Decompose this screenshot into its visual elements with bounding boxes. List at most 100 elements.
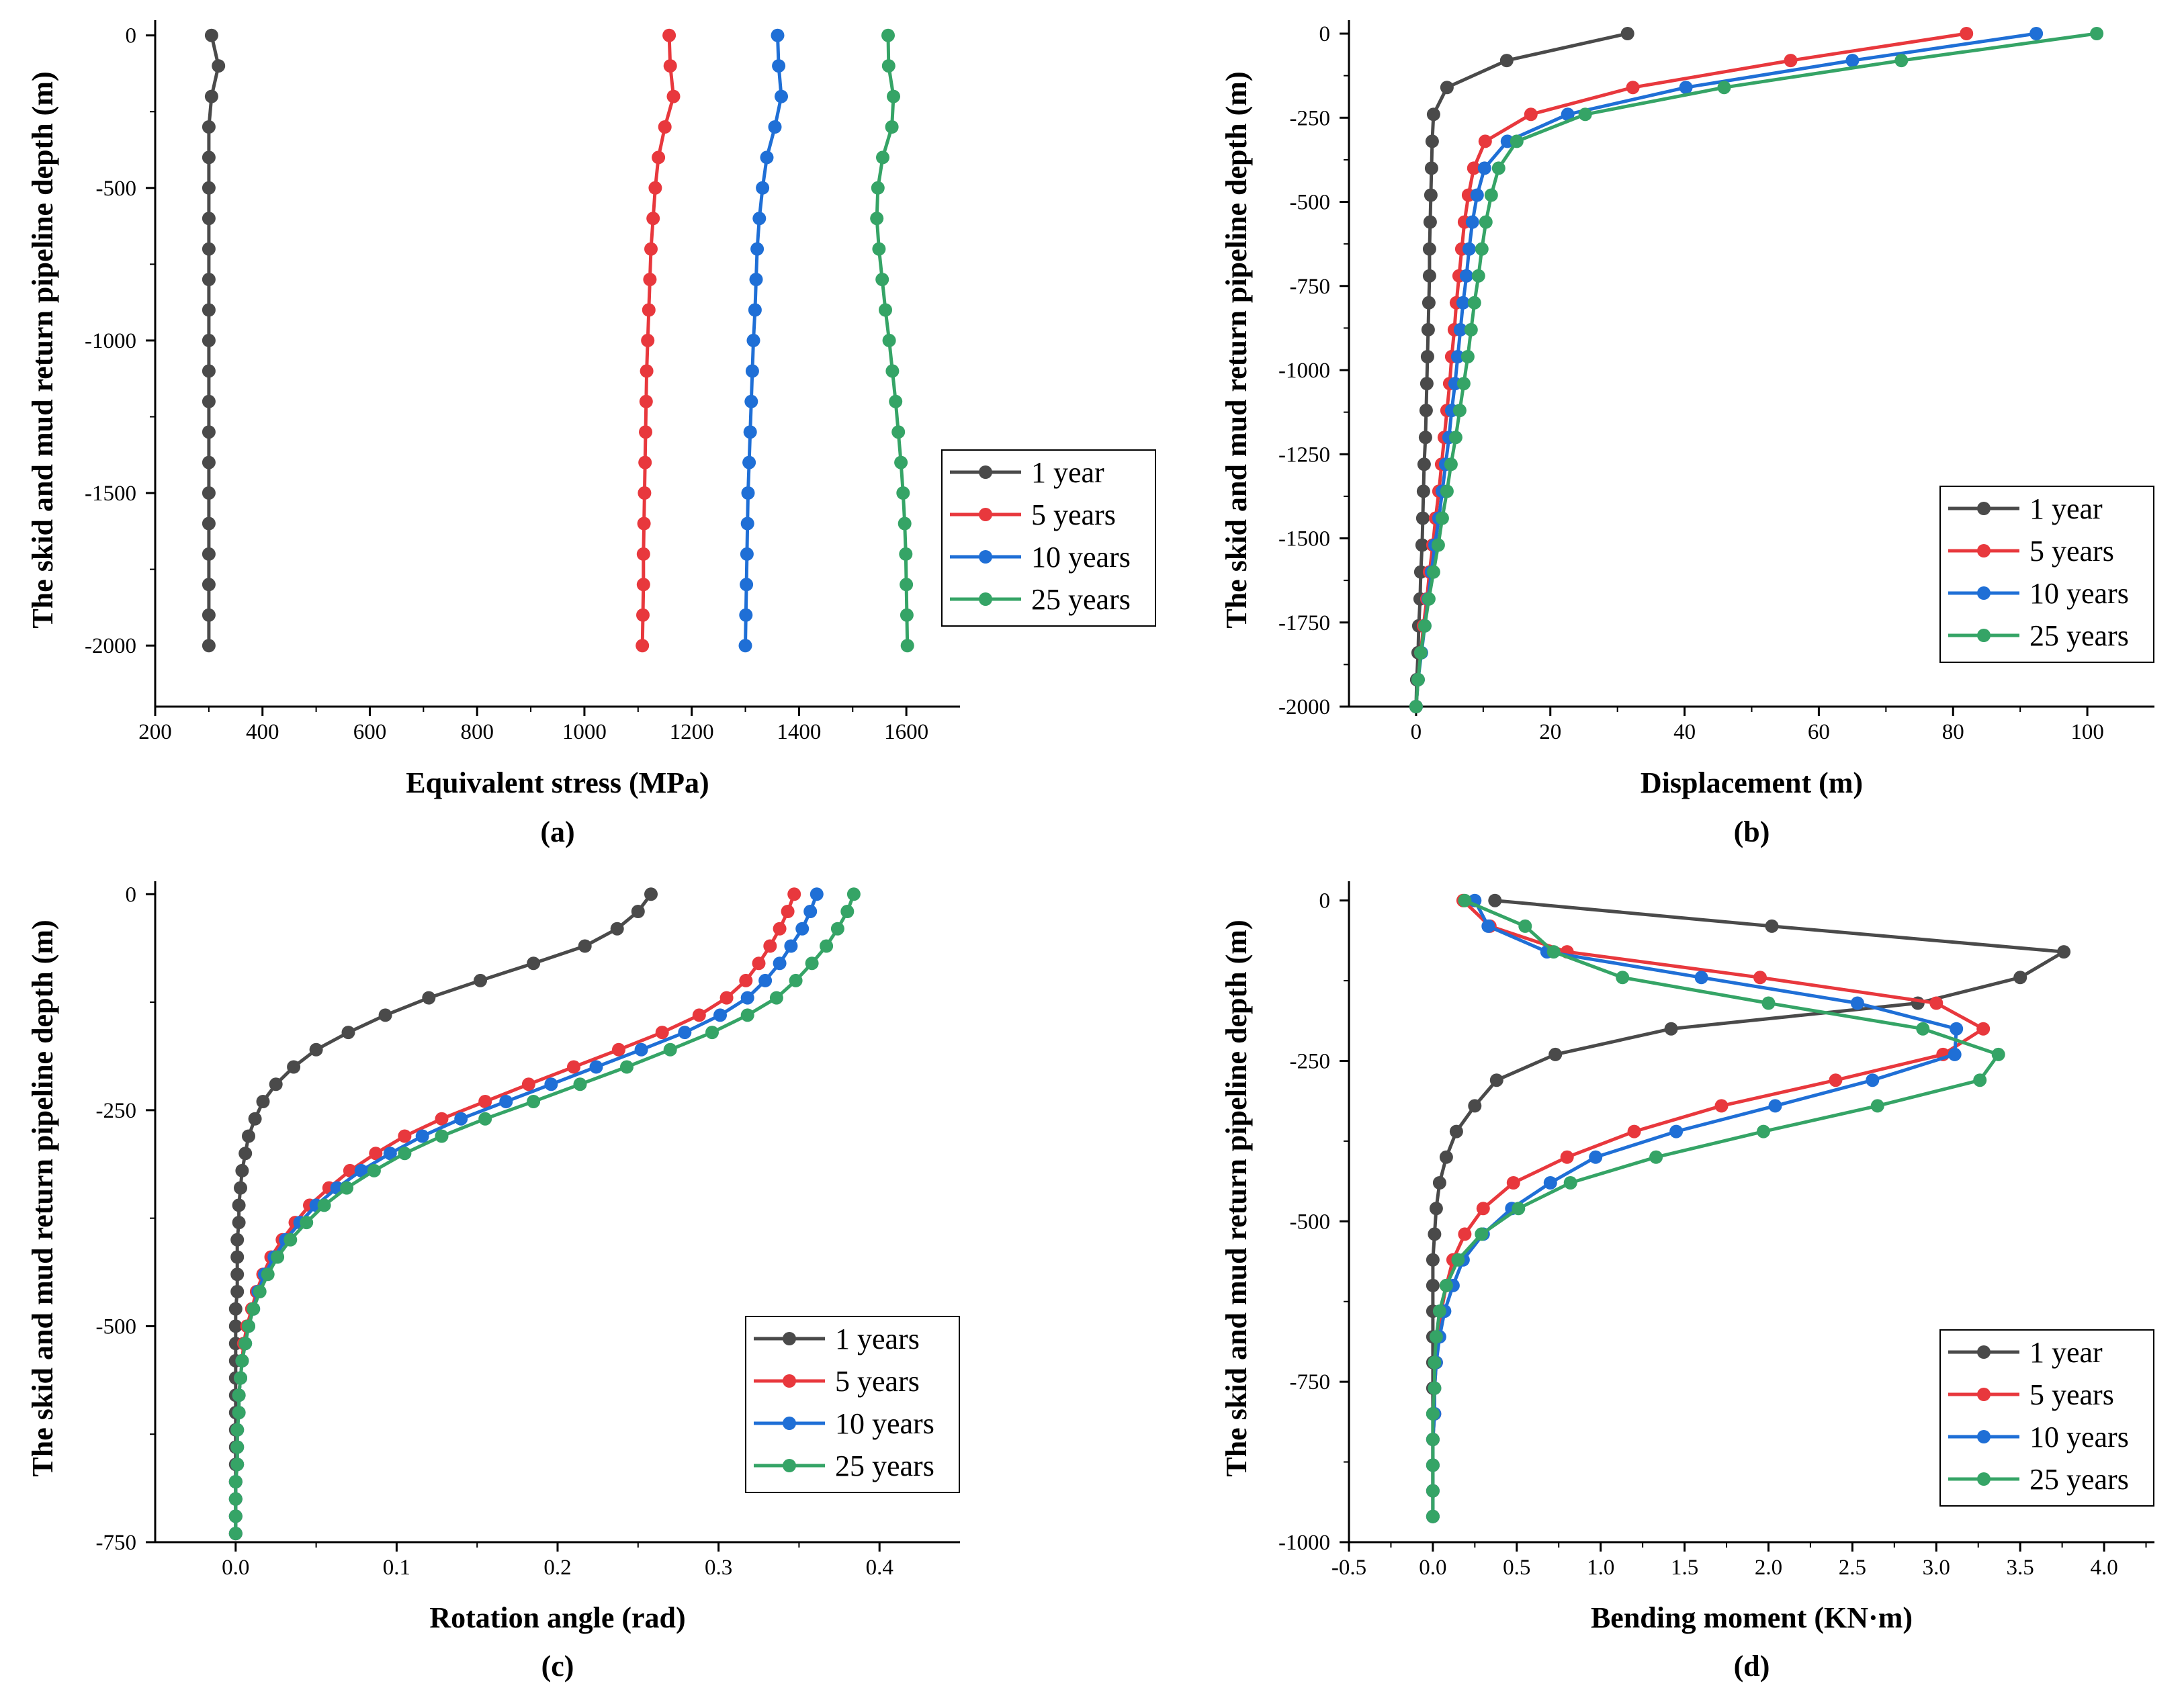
data-point bbox=[740, 547, 754, 561]
data-point bbox=[639, 425, 652, 439]
x-tick-label-d: 2.0 bbox=[1755, 1556, 1782, 1580]
data-point bbox=[340, 1181, 354, 1195]
data-point bbox=[750, 242, 765, 256]
data-point bbox=[638, 455, 652, 470]
data-point bbox=[1419, 377, 1434, 391]
legend-swatch-marker bbox=[979, 550, 992, 564]
data-point bbox=[230, 1285, 245, 1298]
data-point bbox=[1488, 893, 1502, 907]
y-tick-label-d: 0 bbox=[1319, 889, 1331, 913]
data-point bbox=[1448, 431, 1462, 445]
data-point bbox=[202, 242, 216, 256]
data-point bbox=[1409, 700, 1423, 713]
data-point bbox=[746, 333, 760, 347]
y-axis-title-c: The skid and mud return pipeline depth (… bbox=[26, 920, 59, 1476]
y-tick-label-d: -1000 bbox=[1278, 1531, 1330, 1555]
data-point bbox=[846, 887, 861, 901]
data-point bbox=[642, 303, 656, 317]
data-point bbox=[1439, 1150, 1453, 1164]
data-point bbox=[760, 150, 774, 165]
legend-swatch-marker bbox=[1977, 502, 1991, 515]
data-point bbox=[212, 59, 226, 73]
data-point bbox=[1476, 1202, 1490, 1216]
data-point bbox=[1432, 1176, 1446, 1190]
data-point bbox=[1428, 1227, 1442, 1241]
data-point bbox=[1417, 619, 1432, 633]
legend-swatch-marker bbox=[783, 1417, 796, 1430]
data-point bbox=[1563, 1176, 1577, 1190]
data-point bbox=[1768, 1099, 1782, 1113]
data-point bbox=[740, 517, 754, 531]
legend-swatch-marker bbox=[783, 1374, 796, 1388]
data-point bbox=[692, 1008, 706, 1022]
data-point bbox=[1765, 919, 1779, 933]
data-point bbox=[898, 517, 912, 531]
data-point bbox=[1431, 538, 1445, 552]
data-point bbox=[589, 1060, 603, 1074]
data-point bbox=[1620, 27, 1634, 40]
x-tick-label-b: 100 bbox=[2070, 720, 2104, 744]
data-point bbox=[2013, 971, 2027, 985]
series-5-years-a bbox=[636, 28, 681, 653]
legend-swatch-marker bbox=[1977, 544, 1991, 557]
data-point bbox=[398, 1129, 412, 1143]
data-point bbox=[1484, 188, 1498, 202]
legend-box-a bbox=[941, 449, 1156, 627]
legend-box-c bbox=[745, 1316, 960, 1493]
panel-a: 200 400 600 800 1000 1200 1400 1600 0 -500 -1000 -1… bbox=[26, 20, 1156, 848]
data-point bbox=[204, 89, 218, 103]
y-tick-label-a: -1500 bbox=[85, 482, 136, 506]
data-point bbox=[343, 1163, 357, 1177]
data-point bbox=[283, 1233, 298, 1247]
legend-label-10-years: 10 years bbox=[835, 1407, 934, 1440]
data-point bbox=[1435, 511, 1449, 525]
data-point bbox=[739, 973, 753, 987]
data-point bbox=[678, 1026, 692, 1040]
data-point bbox=[228, 1509, 243, 1523]
data-point bbox=[228, 1527, 243, 1541]
data-point bbox=[1440, 484, 1454, 498]
data-point bbox=[202, 181, 216, 195]
data-point bbox=[261, 1267, 275, 1282]
data-point bbox=[899, 547, 913, 561]
data-point bbox=[752, 212, 767, 226]
data-point bbox=[230, 1267, 245, 1282]
data-point bbox=[1415, 538, 1429, 552]
legend-swatch-marker bbox=[783, 1459, 796, 1472]
data-point bbox=[1428, 1381, 1442, 1395]
data-point bbox=[882, 333, 896, 347]
data-point bbox=[202, 333, 216, 347]
data-point bbox=[2090, 27, 2104, 40]
data-point bbox=[643, 273, 657, 287]
data-point bbox=[1475, 242, 1489, 256]
data-point bbox=[745, 364, 759, 378]
legend-label-1-year: 1 year bbox=[2029, 1336, 2103, 1369]
data-point bbox=[787, 887, 801, 901]
y-tick-label-b: -500 bbox=[1290, 191, 1331, 215]
y-tick-label-b: -1250 bbox=[1278, 443, 1330, 467]
data-point bbox=[230, 1458, 245, 1472]
data-point bbox=[287, 1060, 301, 1074]
data-point bbox=[634, 1042, 648, 1057]
data-point bbox=[247, 1302, 261, 1316]
data-point bbox=[1421, 322, 1435, 337]
x-tick-label-a: 600 bbox=[353, 720, 387, 744]
legend-b: 1 year 5 years 10 years 25 years bbox=[1939, 486, 2154, 663]
data-point bbox=[769, 991, 783, 1005]
data-point bbox=[740, 578, 754, 592]
data-point bbox=[1960, 27, 1974, 40]
data-point bbox=[741, 486, 755, 500]
legend-label-10-years: 10 years bbox=[2029, 1421, 2129, 1454]
data-point bbox=[202, 303, 216, 317]
data-point bbox=[713, 1008, 727, 1022]
data-point bbox=[1543, 1176, 1557, 1190]
data-point bbox=[341, 1026, 355, 1040]
x-tick-label-d: 2.5 bbox=[1839, 1556, 1866, 1580]
panel-b: 0 20 40 60 80 100 0 -250 -500 -750 -1000 -1250 -1500… bbox=[1220, 20, 2154, 848]
data-point bbox=[1616, 971, 1630, 985]
data-point bbox=[636, 547, 650, 561]
data-point bbox=[900, 608, 914, 622]
x-tick-label-b: 20 bbox=[1539, 720, 1561, 744]
data-point bbox=[415, 1129, 429, 1143]
